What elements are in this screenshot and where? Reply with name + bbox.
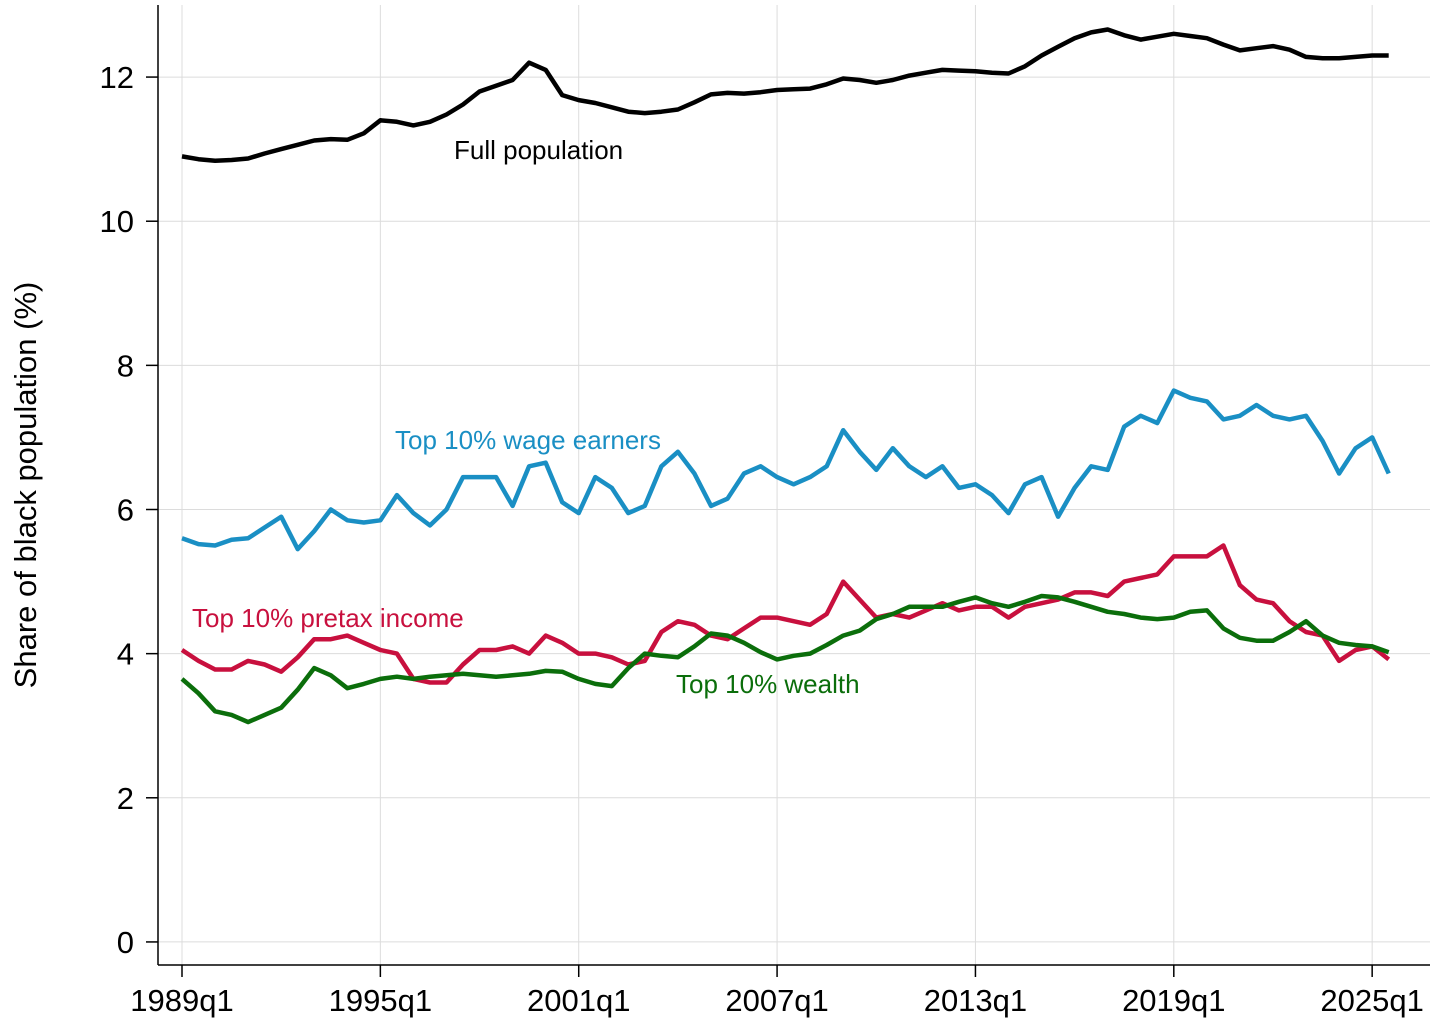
y-tick-label: 0: [117, 925, 134, 960]
series-label: Top 10% wealth: [676, 669, 860, 699]
y-tick-label: 6: [117, 493, 134, 528]
x-tick-label: 2001q1: [527, 983, 630, 1018]
y-axis-title: Share of black population (%): [8, 282, 43, 689]
series-line: [181, 388, 1391, 552]
y-tick-label: 2: [117, 781, 134, 816]
x-tick-label: 2007q1: [725, 983, 828, 1018]
x-tick-label: 1995q1: [329, 983, 432, 1018]
series-line: [180, 543, 1391, 685]
y-tick-label: 4: [117, 637, 134, 672]
y-tick-label: 8: [117, 348, 134, 383]
x-tick-label: 1989q1: [130, 983, 233, 1018]
y-tick-label: 10: [100, 204, 134, 239]
x-tick-label: 2025q1: [1320, 983, 1423, 1018]
series-label: Top 10% pretax income: [192, 603, 464, 633]
x-tick-label: 2019q1: [1122, 983, 1225, 1018]
x-tick-label: 2013q1: [924, 983, 1027, 1018]
y-tick-label: 12: [100, 60, 134, 95]
series-label: Full population: [454, 135, 623, 165]
series-label: Top 10% wage earners: [395, 425, 661, 455]
series-line: [181, 27, 1389, 163]
series-line: [180, 593, 1390, 725]
